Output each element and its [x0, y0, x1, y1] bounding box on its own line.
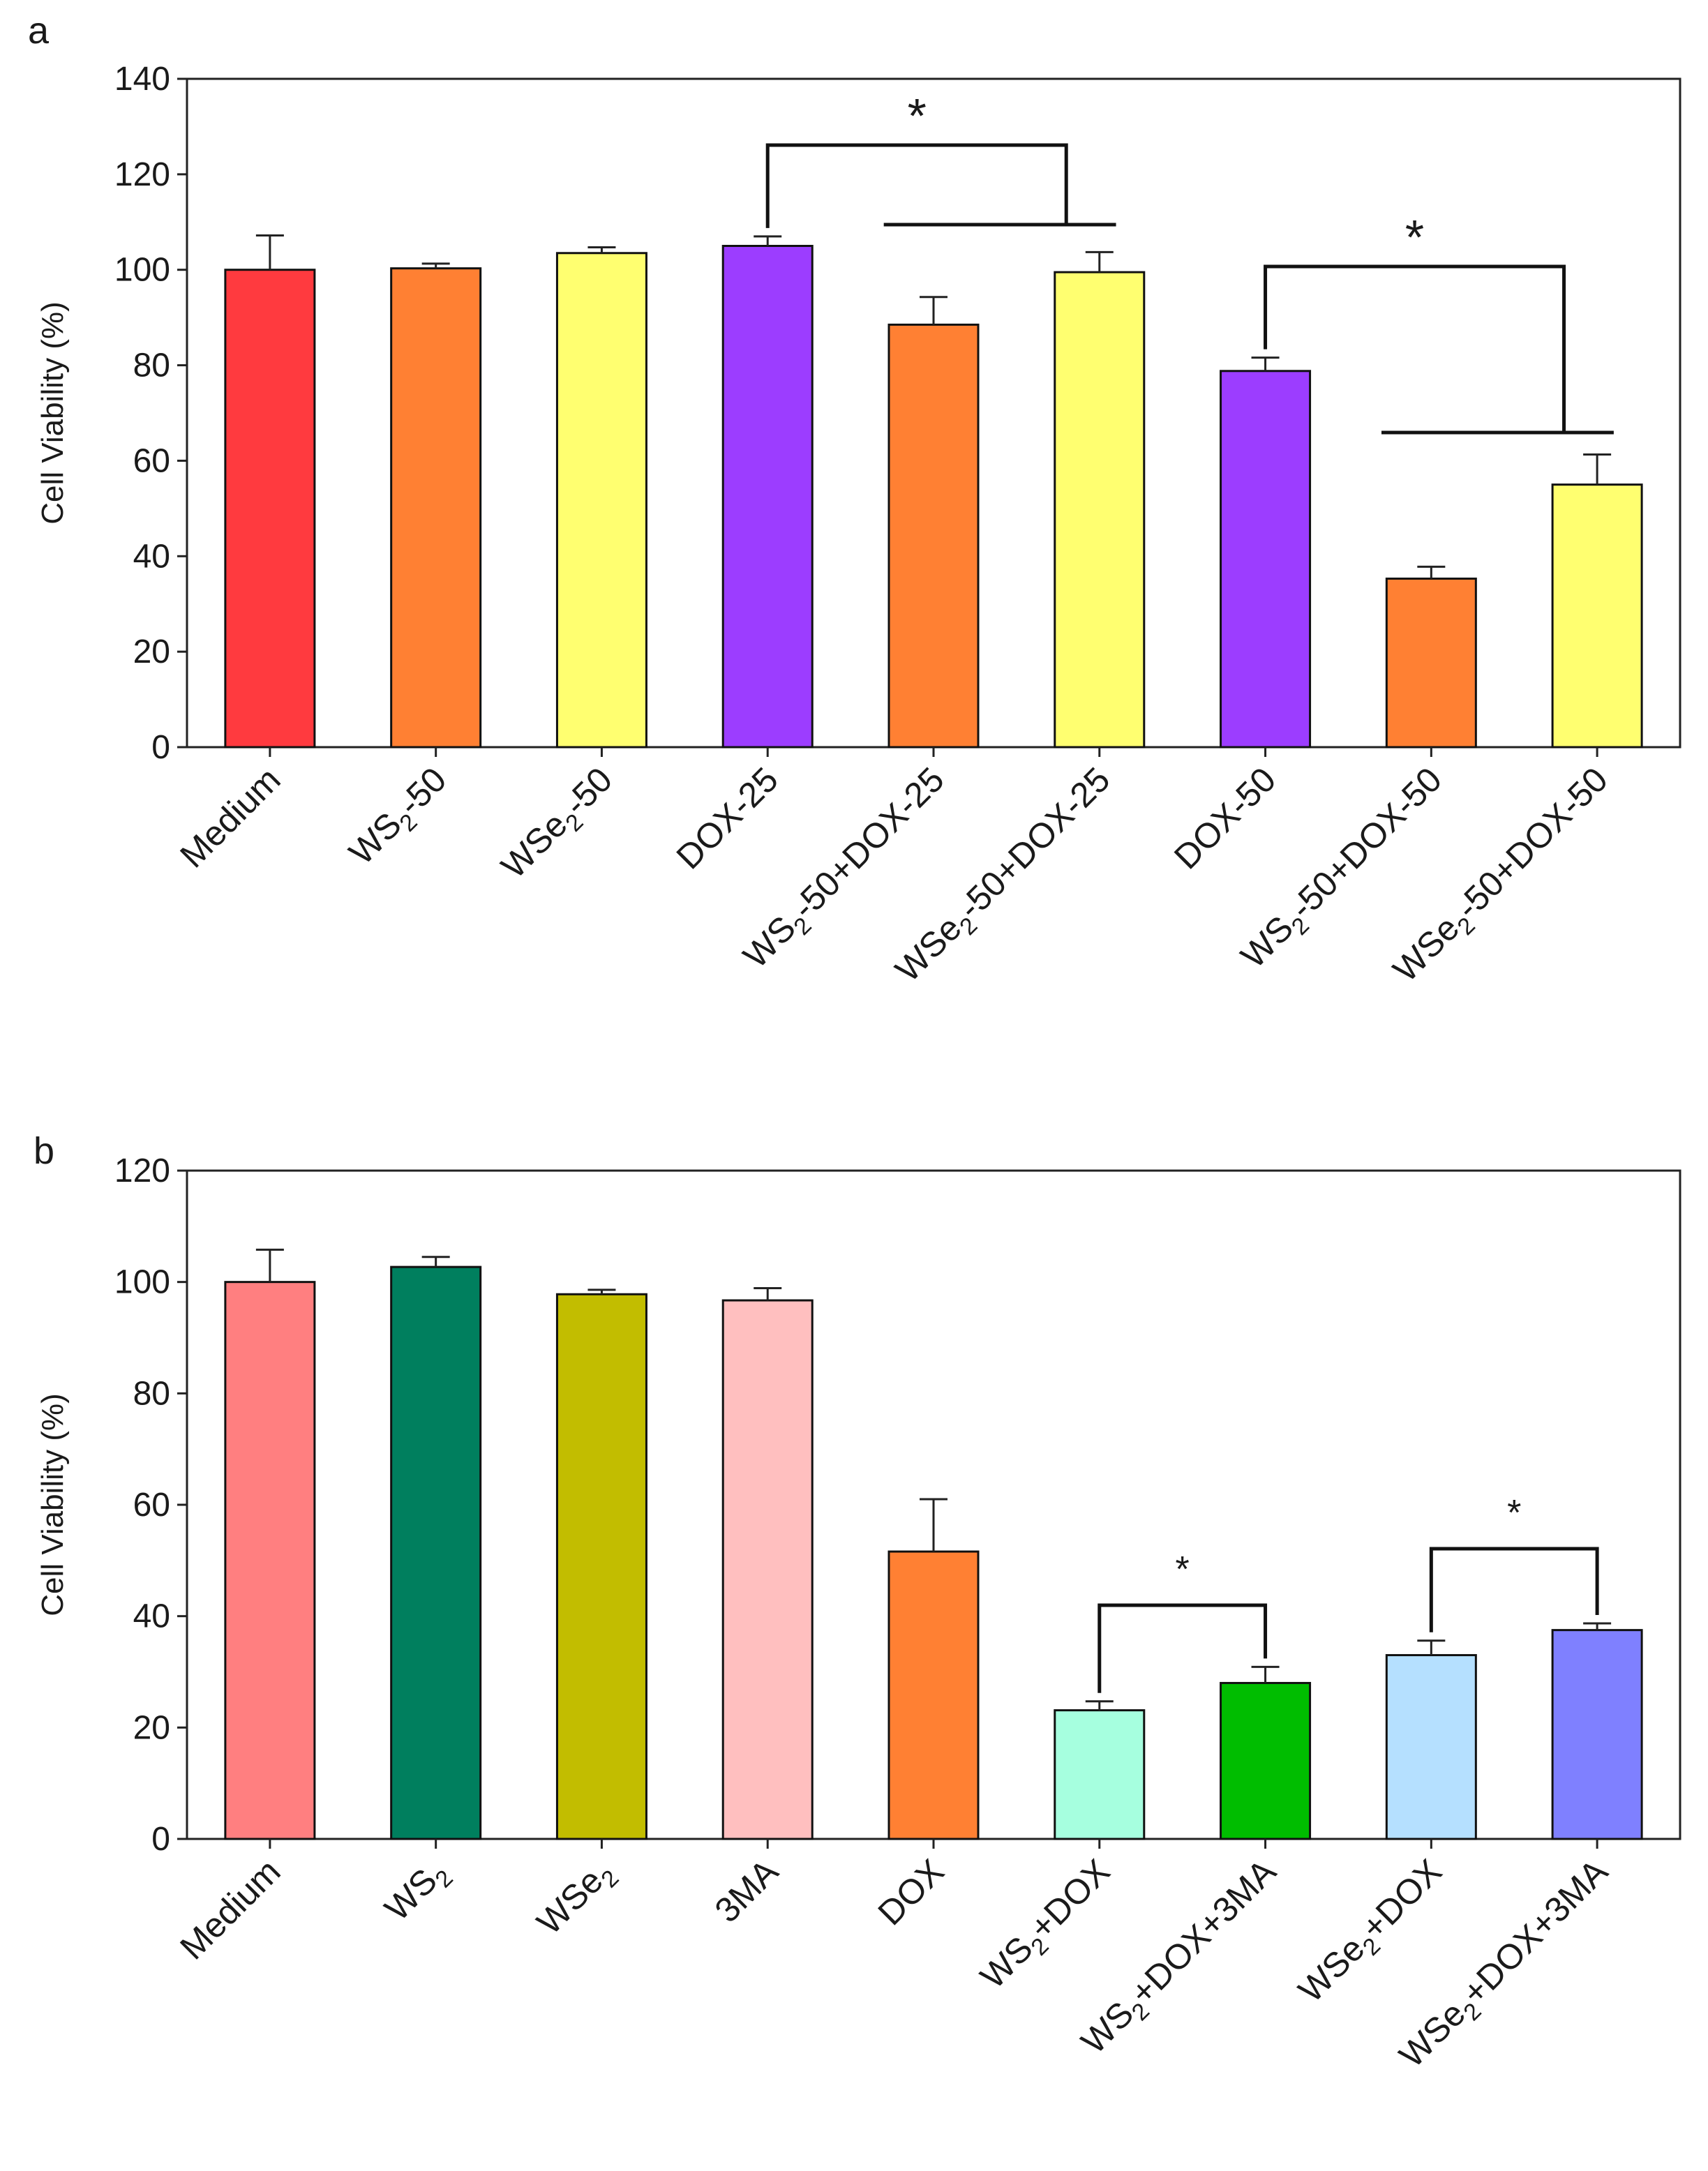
- significance-star: *: [1176, 1549, 1190, 1590]
- x-category-label: Medium: [172, 760, 287, 875]
- significance-star: *: [1405, 210, 1424, 264]
- bar: [721, 245, 814, 749]
- x-category-label: WSe2: [530, 1851, 624, 1946]
- significance-star: *: [908, 89, 927, 143]
- bar: [1551, 483, 1643, 749]
- y-axis-title: Cell Viability (%): [36, 1393, 70, 1616]
- panel-a-chart: 0 20 40 60 80 100 120 140 Cell Viability (%) Medi…: [36, 61, 1681, 989]
- y-tick-label: 60: [133, 1487, 170, 1524]
- y-tick-label: 80: [133, 347, 170, 384]
- bar: [224, 1281, 316, 1840]
- bar: [1054, 271, 1146, 749]
- bar: [224, 269, 316, 749]
- bar: [555, 1293, 647, 1840]
- bar: [1385, 577, 1477, 749]
- bar: [887, 1550, 980, 1840]
- x-category-label: DOX: [871, 1851, 952, 1932]
- y-tick-label: 0: [151, 1821, 170, 1858]
- significance-bracket: [1429, 1547, 1599, 1632]
- y-tick-label: 120: [114, 1152, 170, 1189]
- panel-b-chart: 0 20 40 60 80 100 120 Cell Viability (%) Medium W…: [36, 1152, 1681, 2075]
- bar: [1220, 370, 1312, 749]
- y-tick-label: 40: [133, 538, 170, 575]
- x-category-label: WS2: [377, 1851, 458, 1932]
- y-tick-label: 120: [114, 156, 170, 193]
- y-tick-label: 100: [114, 252, 170, 289]
- bar: [390, 267, 482, 749]
- x-category-label: WSe2-50: [494, 760, 624, 890]
- significance-star: *: [1507, 1493, 1521, 1533]
- y-tick-label: 20: [133, 633, 170, 670]
- bar: [1385, 1654, 1477, 1840]
- x-category-label: 3MA: [707, 1851, 786, 1930]
- bar: [1220, 1681, 1312, 1840]
- bar: [887, 323, 980, 749]
- significance-bracket: [1264, 264, 1566, 433]
- bar: [1054, 1709, 1146, 1840]
- x-category-label: WS2+DOX: [973, 1851, 1122, 2001]
- bar: [1551, 1629, 1643, 1840]
- x-category-label: WS2-50: [341, 760, 458, 876]
- x-category-label: Medium: [172, 1851, 287, 1967]
- bar: [721, 1299, 814, 1840]
- bar: [555, 252, 647, 749]
- x-category-label: DOX-50: [1167, 760, 1283, 876]
- y-tick-label: 100: [114, 1264, 170, 1301]
- y-tick-label: 60: [133, 442, 170, 479]
- y-axis-title: Cell Viability (%): [36, 301, 70, 525]
- y-tick-label: 20: [133, 1709, 170, 1746]
- bar: [390, 1265, 482, 1840]
- panel-letter-b: b: [33, 1130, 54, 1172]
- x-category-label: DOX-25: [669, 760, 786, 876]
- y-tick-label: 40: [133, 1598, 170, 1635]
- significance-bracket: [1098, 1603, 1268, 1693]
- y-tick-label: 0: [151, 729, 170, 766]
- panel-letter-a: a: [28, 10, 50, 52]
- x-category-label: WSe2+DOX: [1291, 1851, 1453, 2014]
- y-tick-label: 140: [114, 61, 170, 98]
- y-tick-label: 80: [133, 1375, 170, 1412]
- significance-bracket: [765, 143, 1068, 228]
